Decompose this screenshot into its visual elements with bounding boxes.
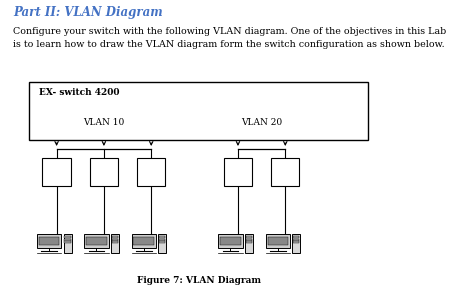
Bar — [246, 236, 252, 238]
Text: 11: 11 — [279, 168, 292, 177]
Bar — [220, 237, 241, 245]
Bar — [39, 237, 59, 245]
Bar — [111, 234, 119, 253]
Bar — [84, 234, 109, 248]
Bar — [37, 234, 61, 248]
Bar — [112, 241, 118, 244]
Bar — [137, 158, 165, 187]
Text: 2: 2 — [54, 168, 60, 177]
Bar — [293, 241, 300, 244]
Bar — [224, 158, 252, 187]
Bar — [29, 82, 368, 140]
Bar — [246, 241, 252, 244]
Text: 4: 4 — [101, 168, 107, 177]
Bar — [64, 234, 72, 253]
Text: VLAN 20: VLAN 20 — [241, 118, 282, 127]
Text: VLAN 10: VLAN 10 — [83, 118, 125, 127]
Bar — [246, 239, 252, 241]
Bar — [112, 236, 118, 238]
Bar — [134, 237, 154, 245]
Bar — [267, 237, 288, 245]
Bar — [64, 239, 71, 241]
Text: EX- switch 4200: EX- switch 4200 — [39, 88, 119, 97]
Bar — [265, 234, 290, 248]
Bar — [42, 158, 71, 187]
Bar — [90, 158, 118, 187]
Text: 6: 6 — [235, 168, 241, 177]
Bar — [293, 236, 300, 238]
Bar — [159, 239, 165, 241]
Text: is to learn how to draw the VLAN diagram form the switch configuration as shown : is to learn how to draw the VLAN diagram… — [13, 40, 445, 49]
Text: Part II: VLAN Diagram: Part II: VLAN Diagram — [13, 6, 163, 19]
Bar — [293, 239, 300, 241]
Bar — [271, 158, 300, 187]
Text: Figure 7: VLAN Diagram: Figure 7: VLAN Diagram — [137, 276, 261, 285]
Bar — [64, 236, 71, 238]
Bar — [292, 234, 300, 253]
Bar — [159, 241, 165, 244]
Bar — [245, 234, 253, 253]
Text: 10: 10 — [145, 168, 157, 177]
Bar — [158, 234, 166, 253]
Bar — [86, 237, 107, 245]
Bar — [112, 239, 118, 241]
Bar — [218, 234, 243, 248]
Bar — [131, 234, 156, 248]
Text: Configure your switch with the following VLAN diagram. One of the objectives in : Configure your switch with the following… — [13, 27, 447, 36]
Bar — [64, 241, 71, 244]
Bar — [159, 236, 165, 238]
